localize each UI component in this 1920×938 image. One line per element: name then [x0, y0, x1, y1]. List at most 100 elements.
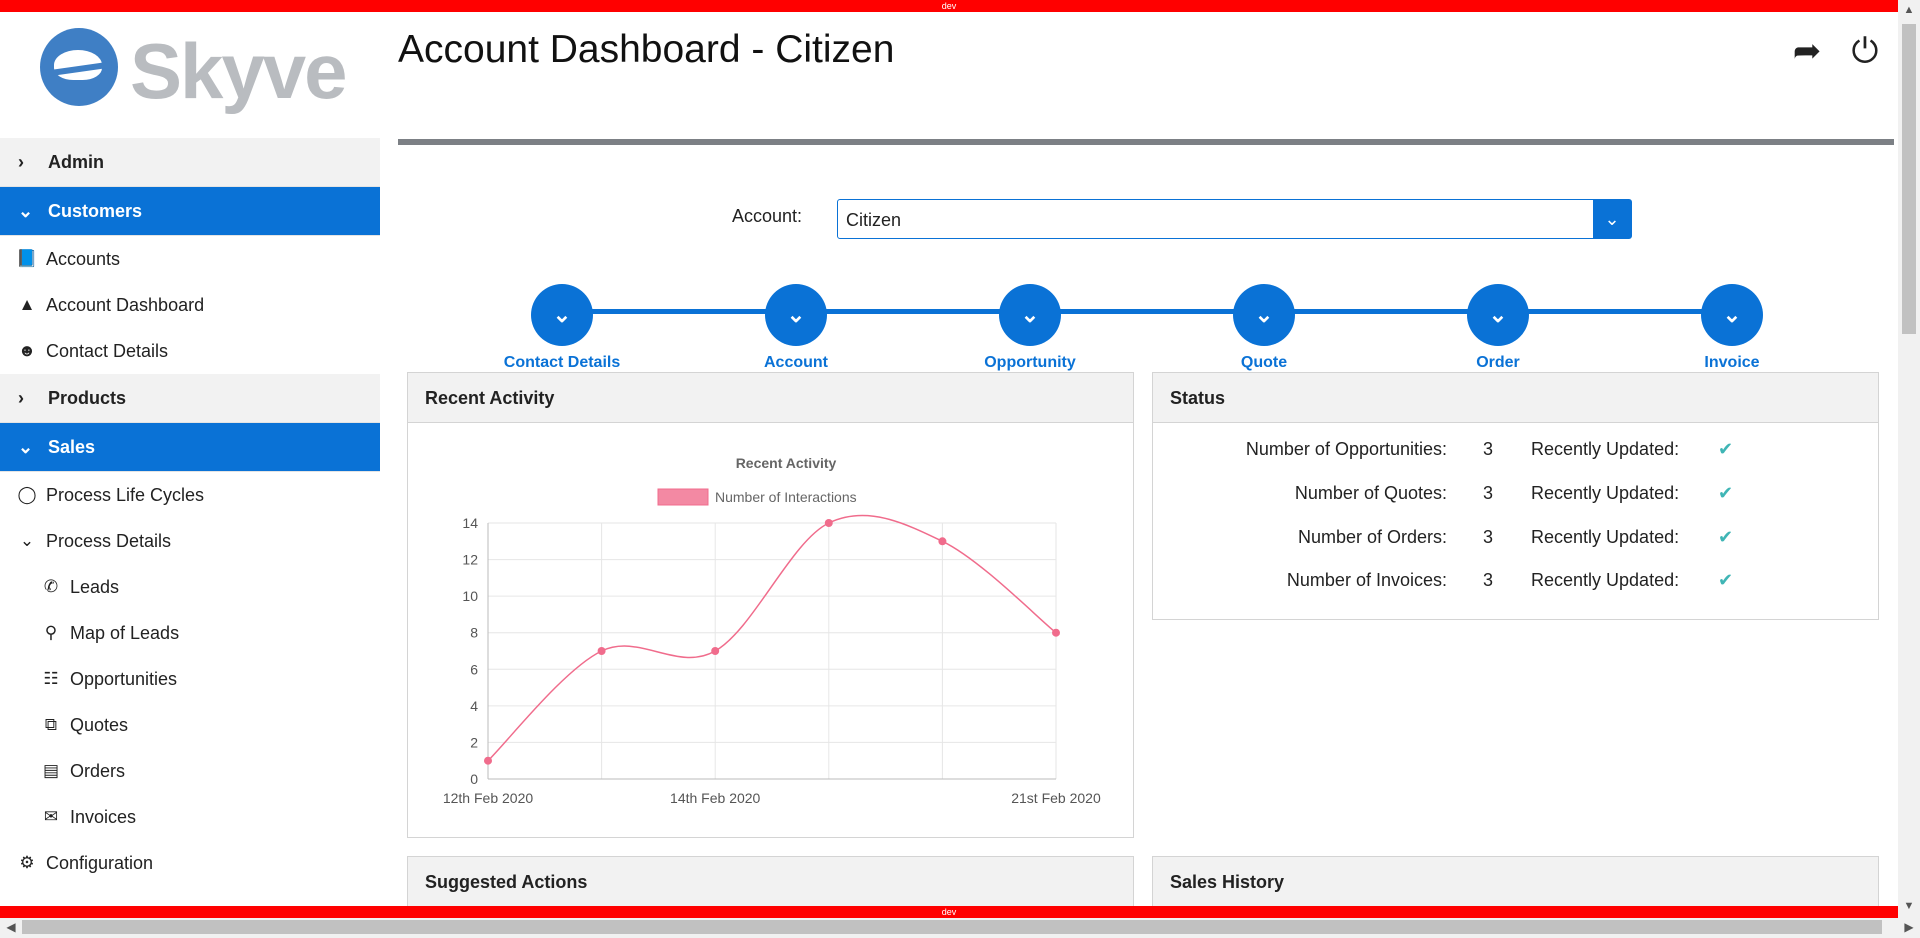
nav-item-label: Contact Details	[46, 340, 169, 361]
nav-item-opportunities[interactable]: ☷ Opportunities	[0, 656, 380, 702]
main-content: Account Dashboard - Citizen ➦ ⏻ Account:…	[380, 12, 1898, 906]
status-panel: Status Number of Opportunities: 3 Recently…	[1152, 372, 1879, 620]
share-icon[interactable]: ➦	[1792, 32, 1822, 70]
chevron-down-icon[interactable]: ⌄	[1233, 284, 1295, 346]
users-icon: ☻	[18, 341, 36, 360]
scroll-left-arrow-icon[interactable]: ◀	[6, 920, 16, 934]
nav-item-label: Invoices	[70, 806, 137, 827]
chevron-down-icon: ⌄	[18, 436, 34, 457]
x-tick-label: 12th Feb 2020	[443, 790, 534, 806]
circle-notch-icon: ◯	[17, 485, 37, 504]
panel-title: Status	[1153, 373, 1878, 423]
nav-item-process-details[interactable]: ⌄ Process Details	[0, 518, 380, 564]
nav-item-map-of-leads[interactable]: ⚲ Map of Leads	[0, 610, 380, 656]
legend-swatch	[657, 488, 709, 506]
nav-item-accounts[interactable]: 📘 Accounts	[0, 236, 380, 282]
chevron-down-icon[interactable]: ⌄	[999, 284, 1061, 346]
step-label[interactable]: Account	[764, 354, 828, 371]
nav-item-label: Process Details	[46, 530, 172, 551]
step-label[interactable]: Contact Details	[503, 354, 621, 371]
nav-group-label: Admin	[48, 151, 104, 172]
nav-item-process-life-cycles[interactable]: ◯ Process Life Cycles	[0, 472, 380, 518]
nav-item-label: Process Life Cycles	[46, 484, 205, 505]
nav-item-leads[interactable]: ✆ Leads	[0, 564, 380, 610]
vertical-scrollbar[interactable]: ▲ ▼	[1898, 0, 1920, 916]
copy-icon: ⧉	[44, 715, 58, 734]
map-marker-icon: ⚲	[44, 623, 58, 642]
panel-title: Recent Activity	[408, 373, 1133, 423]
step-label[interactable]: Order	[1476, 354, 1520, 371]
step-contact-details[interactable]: ⌄ Contact Details	[487, 284, 637, 372]
data-point	[938, 537, 947, 546]
book-icon: 📘	[16, 249, 38, 268]
nav-group-admin[interactable]: › Admin	[0, 138, 380, 187]
nav-item-invoices[interactable]: ✉ Invoices	[0, 794, 380, 840]
status-row-quotes: Number of Quotes: 3 Recently Updated: ✔	[1153, 483, 1880, 513]
nav-item-orders[interactable]: ▤ Orders	[0, 748, 380, 794]
nav-item-label: Opportunities	[70, 668, 178, 689]
page-title: Account Dashboard - Citizen	[398, 28, 895, 71]
chevron-right-icon: ›	[18, 387, 24, 408]
y-tick-label: 12	[462, 552, 478, 568]
scroll-down-arrow-icon[interactable]: ▼	[1903, 900, 1915, 912]
scroll-up-arrow-icon[interactable]: ▲	[1903, 4, 1915, 16]
fax-icon: ☷	[43, 669, 59, 688]
status-row-orders: Number of Orders: 3 Recently Updated: ✔	[1153, 527, 1880, 557]
chevron-down-icon[interactable]: ⌄	[531, 284, 593, 346]
nav-group-customers[interactable]: ⌄ Customers	[0, 187, 380, 236]
horizontal-scroll-thumb[interactable]	[22, 920, 1882, 934]
step-invoice[interactable]: ⌄ Invoice	[1657, 284, 1807, 372]
chevron-down-icon[interactable]: ⌄	[1701, 284, 1763, 346]
horizontal-scrollbar[interactable]: ◀ ▶	[0, 916, 1920, 938]
x-tick-label: 21st Feb 2020	[1011, 790, 1101, 806]
recently-updated-label: Recently Updated:	[1531, 570, 1680, 590]
step-order[interactable]: ⌄ Order	[1423, 284, 1573, 372]
step-label[interactable]: Invoice	[1704, 354, 1760, 371]
power-icon[interactable]: ⏻	[1851, 32, 1879, 70]
check-icon: ✔	[1718, 483, 1734, 503]
y-tick-label: 0	[470, 771, 478, 787]
scroll-right-arrow-icon[interactable]: ▶	[1904, 920, 1914, 934]
step-label[interactable]: Quote	[1240, 354, 1288, 371]
chevron-down-icon[interactable]: ⌄	[1593, 200, 1631, 238]
status-count: 3	[1483, 570, 1494, 590]
nav-group-sales[interactable]: ⌄ Sales	[0, 423, 380, 472]
step-label[interactable]: Opportunity	[984, 354, 1076, 371]
nav-item-contact-details[interactable]: ☻ Contact Details	[0, 328, 380, 374]
account-input[interactable]: Citizen	[846, 210, 902, 230]
step-quote[interactable]: ⌄ Quote	[1189, 284, 1339, 372]
dev-label: dev	[941, 1, 957, 11]
y-tick-label: 4	[470, 698, 478, 714]
chevron-down-icon[interactable]: ⌄	[1467, 284, 1529, 346]
process-stepper: ⌄ Contact Details ⌄ Account ⌄ Opportunity ⌄…	[380, 262, 1898, 371]
header-actions: ➦ ⏻	[1788, 32, 1884, 70]
step-account[interactable]: ⌄ Account	[721, 284, 871, 372]
step-opportunity[interactable]: ⌄ Opportunity	[955, 284, 1105, 372]
data-point	[1052, 628, 1060, 637]
file-text-icon: ▤	[42, 761, 60, 780]
y-tick-label: 2	[470, 734, 478, 750]
account-combobox[interactable]: Citizen ⌄	[837, 199, 1632, 239]
nav-item-label: Accounts	[46, 248, 121, 269]
y-tick-label: 8	[470, 625, 478, 641]
panel-title: Sales History	[1153, 857, 1878, 906]
chevron-down-icon: ⌄	[19, 531, 35, 550]
dev-environment-bar-top: dev	[0, 0, 1898, 12]
vertical-scroll-thumb[interactable]	[1902, 24, 1916, 334]
nav-item-account-dashboard[interactable]: ▲ Account Dashboard	[0, 282, 380, 328]
stepper-line	[563, 309, 1735, 314]
nav-group-products[interactable]: › Products	[0, 374, 380, 423]
dev-environment-bar-bottom: dev	[0, 906, 1898, 918]
area-chart-icon: ▲	[18, 295, 36, 314]
recent-activity-panel: Recent Activity Recent Activity Number of…	[407, 372, 1134, 838]
series-line	[487, 514, 1057, 762]
status-row-invoices: Number of Invoices: 3 Recently Updated: ✔	[1153, 570, 1880, 600]
title-divider	[398, 139, 1894, 145]
recently-updated-label: Recently Updated:	[1531, 483, 1680, 503]
nav-item-configuration[interactable]: ⚙ Configuration	[0, 840, 380, 886]
status-label: Number of Quotes:	[1294, 483, 1447, 503]
status-row-opportunities: Number of Opportunities: 3 Recently Update…	[1153, 439, 1880, 469]
nav-item-quotes[interactable]: ⧉ Quotes	[0, 702, 380, 748]
data-point	[711, 647, 720, 655]
chevron-down-icon[interactable]: ⌄	[765, 284, 827, 346]
